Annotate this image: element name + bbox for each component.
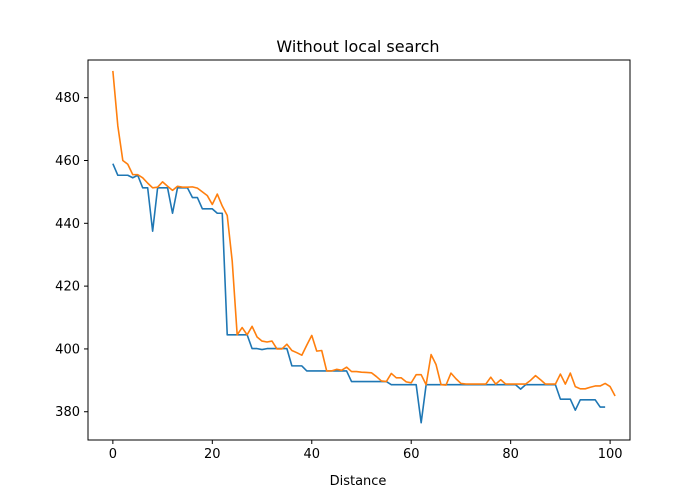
x-tick-label: 100 — [598, 447, 623, 462]
y-tick-label: 440 — [55, 217, 80, 232]
y-tick-label: 480 — [55, 91, 80, 106]
plot-frame — [87, 59, 631, 441]
series-line-1 — [112, 163, 606, 424]
x-tick-label: 80 — [502, 447, 519, 462]
x-tick-label: 0 — [109, 447, 117, 462]
y-tick-label: 400 — [55, 342, 80, 357]
x-axis-label: Distance — [330, 474, 387, 489]
series-line-2 — [112, 70, 616, 397]
x-tick-label: 60 — [403, 447, 420, 462]
x-tick-label: 20 — [204, 447, 221, 462]
x-tick-label: 40 — [303, 447, 320, 462]
chart-title: Without local search — [276, 37, 439, 56]
plot-area: 0 20 40 60 80 100 380 400 420 440 460 480 — [55, 59, 631, 462]
y-tick-label: 460 — [55, 154, 80, 169]
y-tick-label: 380 — [55, 405, 80, 420]
y-tick-label: 420 — [55, 280, 80, 295]
